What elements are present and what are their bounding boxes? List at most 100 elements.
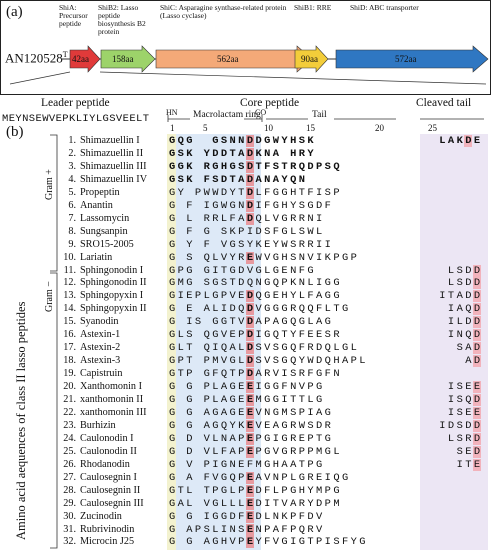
tail-residue: A <box>465 355 472 368</box>
residue: R <box>298 147 305 160</box>
residue: V <box>203 432 210 445</box>
row-number: 28. <box>63 484 76 496</box>
tail-residue: R <box>465 432 472 445</box>
row-number: 11. <box>63 264 76 276</box>
residue: L <box>298 290 305 303</box>
residue: V <box>212 471 219 484</box>
residue: S <box>220 277 228 290</box>
residue: P <box>203 381 210 394</box>
residue: D <box>245 135 255 147</box>
tail-residue: D <box>465 419 472 432</box>
residue: P <box>333 186 340 199</box>
residue: G <box>281 225 288 238</box>
leader-peptide-label: Leader peptide <box>41 97 110 109</box>
residue: P <box>186 368 193 381</box>
residue: T <box>307 536 314 549</box>
residue: G <box>272 186 280 199</box>
residue: S <box>290 238 297 251</box>
residue: S <box>186 251 193 264</box>
residue: F <box>307 290 314 303</box>
tail-residue: S <box>456 419 463 432</box>
residue: G <box>281 445 288 458</box>
residue: W <box>307 225 314 238</box>
residue: Y <box>186 238 193 251</box>
tail-residue: T <box>447 290 455 303</box>
cleaved-tail-label: Cleaved tail <box>416 97 472 109</box>
residue: A <box>229 432 236 445</box>
residue: P <box>350 251 357 264</box>
residue: V <box>264 471 271 484</box>
residue: G <box>168 432 176 445</box>
row-number: 9. <box>68 238 76 250</box>
residue: G <box>298 471 305 484</box>
residue: G <box>168 212 176 225</box>
residue: D <box>255 135 262 147</box>
residue: D <box>307 160 314 173</box>
residue: G <box>186 264 193 277</box>
row-number: 6. <box>68 199 76 211</box>
residue: G <box>324 406 331 419</box>
residue: I <box>264 497 271 510</box>
residue: F <box>307 186 314 199</box>
residue: A <box>316 316 323 329</box>
residue: Y <box>307 497 314 510</box>
residue: F <box>298 329 305 342</box>
tail-residue: T <box>465 458 472 471</box>
residue: I <box>307 406 314 419</box>
residue: G <box>168 458 176 471</box>
residue: E <box>245 510 255 523</box>
residue: G <box>264 303 271 316</box>
sequence-row: 18. Astexin-3 G P T P M V G L D S V S G Q Y W D Q H A P L A D <box>0 355 491 369</box>
residue: S <box>290 406 297 419</box>
residue: A <box>316 290 323 303</box>
residue: R <box>307 523 314 536</box>
gene-size-shib1: 90aa <box>301 54 318 64</box>
residue: W <box>203 186 210 199</box>
peptide-name: Lariatin <box>80 251 113 263</box>
peptide-name: Caulosegnin III <box>80 497 144 509</box>
residue: F <box>264 160 271 173</box>
residue: A <box>272 173 280 186</box>
residue: G <box>272 406 280 419</box>
residue: G <box>203 368 210 381</box>
gene-header-shia: ShiA: Precursor peptide <box>59 4 95 28</box>
residue: D <box>307 510 314 523</box>
residue: A <box>341 355 349 368</box>
residue: G <box>168 419 176 432</box>
residue: L <box>212 251 219 264</box>
residue: N <box>307 212 314 225</box>
sequence-row: 30. Zucinodin G G I G G D F E D L N K P F D V <box>0 510 491 525</box>
residue: P <box>220 290 228 303</box>
residue: T <box>229 147 236 160</box>
residue: F <box>203 471 210 484</box>
gene-desc: ABC transporter <box>368 3 419 12</box>
residue: S <box>203 277 210 290</box>
residue: E <box>238 290 245 303</box>
row-number: 5. <box>68 186 76 198</box>
tail-residue: I <box>447 303 455 316</box>
row-number: 21. <box>63 394 76 405</box>
tail-residue: D <box>472 329 482 342</box>
residue: F <box>264 484 271 497</box>
tail-residue: D <box>465 290 472 303</box>
tail-residue: I <box>439 290 446 303</box>
residue: G <box>229 381 236 394</box>
peptide-name: Lassomycin <box>80 212 130 224</box>
residue: I <box>316 251 323 264</box>
residue: S <box>324 329 331 342</box>
tail-residue: D <box>472 342 482 355</box>
residue: G <box>281 355 288 368</box>
residue: E <box>245 445 255 458</box>
residue: A <box>272 316 280 329</box>
residue: G <box>168 471 176 484</box>
residue: E <box>245 394 255 406</box>
residue: F <box>298 342 305 355</box>
residue: D <box>255 497 262 510</box>
residue: A <box>229 342 236 355</box>
residue: G <box>341 471 349 484</box>
tail-residue: D <box>464 135 473 147</box>
residue: P <box>281 277 288 290</box>
residue: G <box>359 536 366 549</box>
residue: P <box>255 432 262 445</box>
